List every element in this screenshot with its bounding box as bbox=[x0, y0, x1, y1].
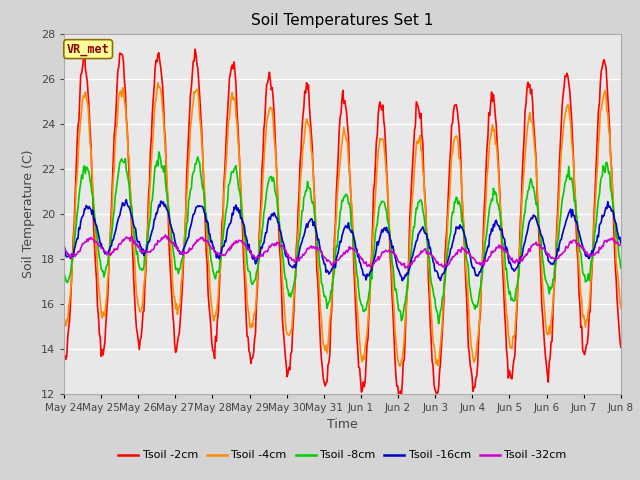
Tsoil -16cm bbox=[204, 221, 212, 227]
Line: Tsoil -8cm: Tsoil -8cm bbox=[64, 152, 621, 324]
Tsoil -2cm bbox=[434, 390, 442, 396]
Tsoil -4cm bbox=[481, 212, 489, 217]
X-axis label: Time: Time bbox=[327, 418, 358, 431]
Tsoil -4cm bbox=[617, 306, 625, 312]
Tsoil -32cm bbox=[159, 236, 166, 242]
Tsoil -8cm bbox=[155, 149, 163, 155]
Tsoil -2cm bbox=[60, 352, 68, 358]
Tsoil -32cm bbox=[481, 256, 489, 262]
Tsoil -8cm bbox=[389, 264, 397, 270]
Y-axis label: Soil Temperature (C): Soil Temperature (C) bbox=[22, 149, 35, 278]
Line: Tsoil -4cm: Tsoil -4cm bbox=[64, 83, 621, 366]
Tsoil -4cm bbox=[159, 116, 167, 122]
Tsoil -2cm bbox=[396, 395, 403, 400]
Tsoil -16cm bbox=[60, 243, 68, 249]
Tsoil -4cm bbox=[434, 362, 442, 368]
Tsoil -16cm bbox=[617, 240, 625, 246]
Tsoil -4cm bbox=[389, 292, 397, 298]
Tsoil -16cm bbox=[481, 254, 489, 260]
Tsoil -4cm bbox=[60, 313, 68, 319]
Tsoil -4cm bbox=[154, 80, 162, 86]
Tsoil -8cm bbox=[435, 321, 442, 327]
Tsoil -4cm bbox=[313, 236, 321, 241]
Tsoil -2cm bbox=[81, 43, 88, 49]
Tsoil -8cm bbox=[617, 265, 625, 271]
Tsoil -8cm bbox=[433, 308, 440, 313]
Tsoil -16cm bbox=[122, 197, 130, 203]
Tsoil -8cm bbox=[60, 270, 68, 276]
Tsoil -32cm bbox=[313, 247, 321, 252]
Tsoil -16cm bbox=[434, 270, 442, 276]
Tsoil -32cm bbox=[617, 242, 625, 248]
Tsoil -16cm bbox=[313, 231, 321, 237]
Tsoil -16cm bbox=[389, 243, 397, 249]
Tsoil -2cm bbox=[313, 267, 321, 273]
Line: Tsoil -16cm: Tsoil -16cm bbox=[64, 200, 621, 281]
Tsoil -2cm bbox=[204, 290, 212, 296]
Title: Soil Temperatures Set 1: Soil Temperatures Set 1 bbox=[252, 13, 433, 28]
Tsoil -32cm bbox=[389, 250, 397, 256]
Tsoil -2cm bbox=[481, 190, 489, 196]
Tsoil -2cm bbox=[617, 345, 625, 350]
Line: Tsoil -2cm: Tsoil -2cm bbox=[64, 46, 621, 397]
Tsoil -32cm bbox=[204, 240, 212, 245]
Tsoil -16cm bbox=[159, 199, 167, 205]
Tsoil -2cm bbox=[389, 312, 397, 317]
Tsoil -8cm bbox=[481, 240, 489, 246]
Tsoil -8cm bbox=[159, 169, 167, 175]
Tsoil -32cm bbox=[60, 246, 68, 252]
Tsoil -8cm bbox=[313, 235, 321, 241]
Tsoil -32cm bbox=[161, 232, 169, 238]
Line: Tsoil -32cm: Tsoil -32cm bbox=[64, 235, 621, 268]
Tsoil -4cm bbox=[204, 256, 212, 262]
Legend: Tsoil -2cm, Tsoil -4cm, Tsoil -8cm, Tsoil -16cm, Tsoil -32cm: Tsoil -2cm, Tsoil -4cm, Tsoil -8cm, Tsoi… bbox=[114, 446, 571, 465]
Tsoil -16cm bbox=[399, 278, 406, 284]
Text: VR_met: VR_met bbox=[67, 43, 109, 56]
Tsoil -2cm bbox=[159, 100, 167, 106]
Tsoil -32cm bbox=[434, 259, 442, 265]
Tsoil -32cm bbox=[401, 265, 409, 271]
Tsoil -8cm bbox=[204, 229, 212, 235]
Tsoil -4cm bbox=[396, 363, 403, 369]
